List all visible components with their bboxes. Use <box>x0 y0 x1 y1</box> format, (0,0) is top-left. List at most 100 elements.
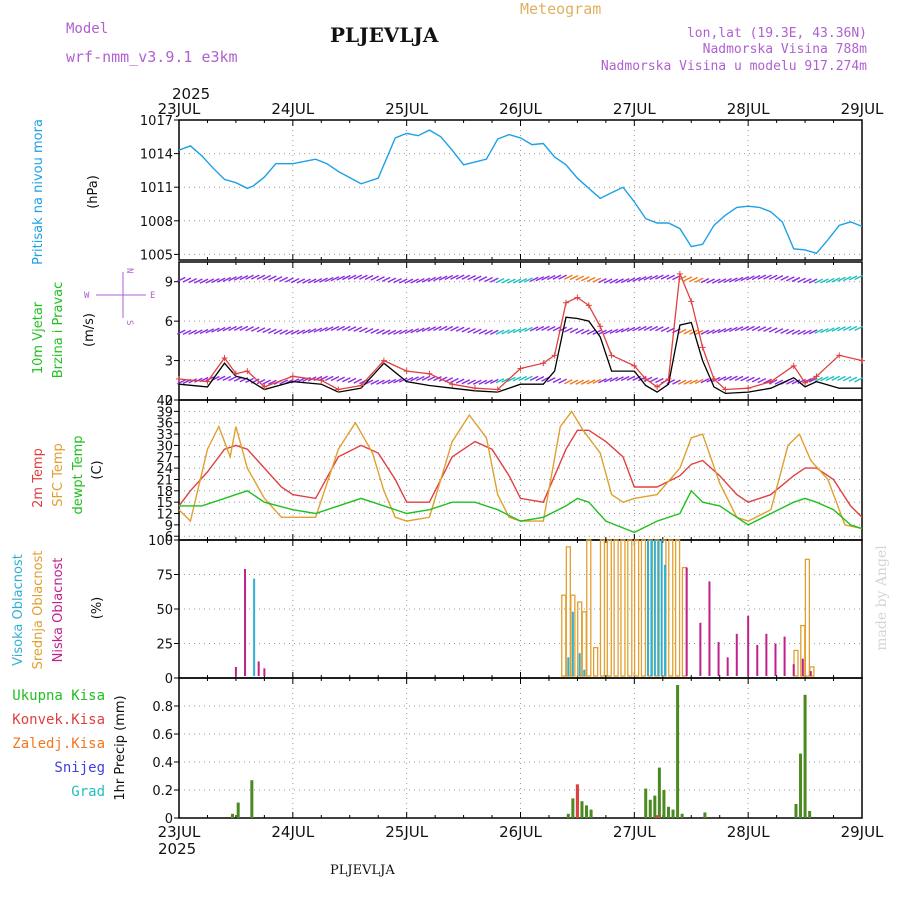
wind-arrow <box>353 378 363 384</box>
wind-arrow <box>245 326 254 332</box>
wind-arrow <box>450 274 459 280</box>
wind-arrow <box>262 327 271 334</box>
wind-arrow <box>626 326 636 332</box>
wind-arrow <box>820 278 829 284</box>
wind-arrow <box>507 328 516 335</box>
wind-gust-marker <box>597 323 604 330</box>
wind-gust-marker <box>767 378 774 385</box>
wind-arrow <box>774 328 784 334</box>
wind-arrow <box>717 328 727 334</box>
temp-ylabel-2: SFC Temp <box>51 443 66 507</box>
wind-arrow <box>666 274 676 280</box>
mid-cloud-bar <box>586 539 592 677</box>
wind-arrow <box>649 377 658 383</box>
wind-arrow <box>655 326 664 332</box>
wind-arrow <box>649 325 658 332</box>
wind-arrow <box>842 376 852 382</box>
wind-arrow <box>364 379 374 385</box>
wind-arrow <box>700 329 710 335</box>
high-cloud-bar <box>571 611 574 676</box>
wind-arrow <box>626 277 636 283</box>
wind-arrow <box>603 329 613 335</box>
low-cloud-bar <box>726 657 729 676</box>
wind-gust-marker <box>204 378 211 385</box>
wind-arrow <box>387 329 397 335</box>
wind-arrow <box>740 325 750 332</box>
wind-gust-marker <box>449 381 456 388</box>
wind-gust-marker <box>665 375 672 382</box>
wind-arrow <box>791 276 801 283</box>
cloud-ytick-label: 75 <box>156 569 173 584</box>
temp-ytick-label: 42 <box>156 394 173 409</box>
wind-arrow <box>404 278 414 284</box>
wind-arrow <box>694 277 704 283</box>
temp-unit: (C) <box>90 460 105 479</box>
wind-arrow <box>575 275 585 281</box>
low-cloud-bar <box>747 615 750 676</box>
wind-arrow <box>438 275 448 281</box>
wind-arrow <box>478 379 488 385</box>
low-cloud-bar <box>244 568 247 676</box>
bottom-date-label: 25JUL <box>385 823 428 841</box>
wind-arrow <box>319 277 328 283</box>
wind-arrow <box>438 376 448 382</box>
low-cloud-bar <box>735 633 738 676</box>
wind-arrow <box>706 329 715 335</box>
wind-arrow <box>700 278 710 284</box>
wind-arrow <box>450 326 459 332</box>
elevation-label: Nadmorska Visina 788m <box>703 42 868 57</box>
wind-arrow <box>751 325 761 332</box>
wind-arrow <box>848 376 858 382</box>
precip-legend-item: Zaledj.Kisa <box>12 736 105 752</box>
wind-arrow <box>854 377 863 383</box>
pressure-line <box>178 129 863 255</box>
precip-ytick-label: 0 <box>165 812 173 827</box>
wind-arrow <box>529 375 539 381</box>
low-cloud-bar <box>809 671 812 676</box>
wind-arrow <box>774 275 784 281</box>
wind-arrow <box>398 377 408 383</box>
wind-arrow <box>279 276 289 283</box>
bottom-date-label: 24JUL <box>271 823 314 841</box>
wind-arrow <box>478 329 488 335</box>
total-rain-bar <box>794 804 798 818</box>
wind-arrow <box>472 275 482 281</box>
wind-arrow <box>410 376 419 382</box>
wind-arrow <box>803 278 812 284</box>
precip-legend: Ukupna Kisa Konvek.Kisa Zaledj.Kisa Snijeg G… <box>12 688 105 800</box>
wind-arrow <box>353 274 363 280</box>
mid-cloud-bar <box>613 539 619 677</box>
wind-arrow <box>182 277 192 283</box>
wind-arrow <box>632 276 641 282</box>
wind-gust-marker <box>563 299 570 306</box>
wind-arrow <box>290 277 300 284</box>
wind-arrow <box>535 376 545 382</box>
mid-cloud-bar <box>633 539 640 677</box>
wind-arrow <box>558 274 567 280</box>
wind-arrow <box>552 274 562 280</box>
wind-arrow <box>541 275 550 281</box>
precip-legend-item: Ukupna Kisa <box>12 688 105 704</box>
wind-arrow <box>416 277 425 284</box>
wind-arrow <box>416 375 425 382</box>
wind-arrow <box>461 379 471 385</box>
wind-arrow <box>723 327 732 333</box>
wind-arrow <box>637 325 647 332</box>
wind-arrow <box>290 329 300 335</box>
wind-ytick-label: 9 <box>165 276 173 291</box>
wind-arrow <box>524 326 533 333</box>
wind-arrow <box>250 326 260 332</box>
high-cloud-bar <box>664 564 667 676</box>
wind-arrow <box>302 278 311 284</box>
wind-arrow <box>620 375 630 382</box>
wind-arrow <box>768 327 778 333</box>
wind-arrow <box>324 276 334 283</box>
wind-gust-marker <box>676 270 683 277</box>
wind-arrow <box>814 278 824 284</box>
wind-arrow <box>176 329 186 335</box>
wind-arrow <box>296 329 306 335</box>
wind-arrow <box>751 377 761 383</box>
wind-arrow <box>603 278 613 284</box>
wind-arrow <box>734 326 744 332</box>
